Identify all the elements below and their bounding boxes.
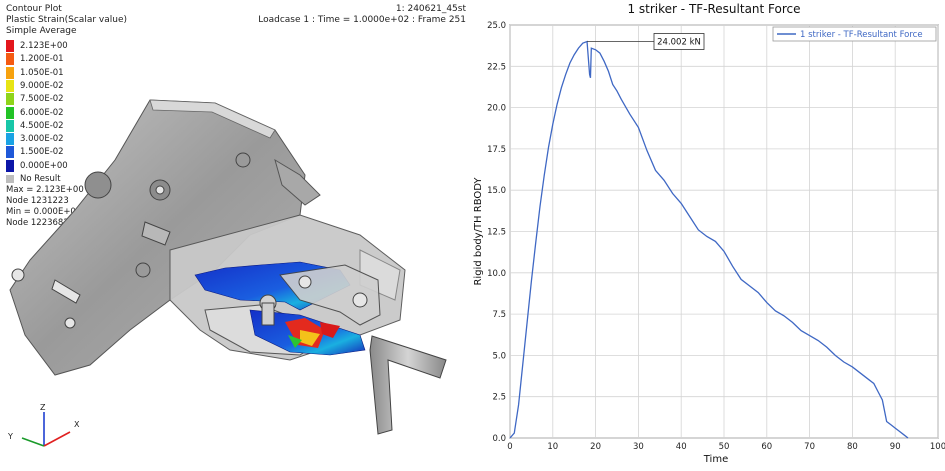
- plot-title: Contour Plot: [6, 4, 62, 14]
- legend-label: 1.200E-01: [20, 54, 64, 65]
- bracket-plate: [9, 99, 321, 376]
- legend-label: 6.000E-02: [20, 107, 64, 118]
- y-tick-label: 20.0: [487, 104, 506, 114]
- axis-triad: Z X Y: [7, 403, 80, 447]
- min-node: Node 1223682: [6, 218, 69, 228]
- averaging-method: Simple Average: [6, 26, 77, 36]
- triad-y-label: Y: [7, 432, 13, 441]
- legend-label: 1.050E-01: [20, 67, 64, 78]
- legend-swatch: [6, 93, 14, 106]
- legend-label: 1 striker - TF-Resultant Force: [800, 30, 923, 40]
- x-tick-label: 20: [590, 442, 601, 452]
- y-tick-label: 5.0: [492, 351, 506, 361]
- x-tick-label: 70: [804, 442, 815, 452]
- legend-label: 1.500E-02: [20, 147, 64, 158]
- legend-swatch: [6, 66, 14, 79]
- y-tick-label: 0.0: [492, 434, 506, 444]
- x-tick-label: 80: [847, 442, 858, 452]
- legend-row: 2.123E+00: [6, 40, 68, 52]
- legend-label: 0.000E+00: [20, 160, 68, 171]
- y-tick-label: 22.5: [487, 62, 506, 72]
- min-value: Min = 0.000E+00: [6, 207, 82, 217]
- legend-row: 1.050E-01: [6, 66, 64, 79]
- contour-viewport[interactable]: Contour Plot Plastic Strain(Scalar value…: [0, 0, 470, 467]
- legend-swatch: [6, 119, 14, 132]
- y-tick-label: 15.0: [487, 186, 506, 196]
- max-value: Max = 2.123E+00: [6, 185, 84, 195]
- y-tick-label: 2.5: [492, 393, 506, 403]
- x-tick-label: 100: [930, 442, 945, 452]
- y-tick-label: 17.5: [487, 145, 506, 155]
- legend-row: 1.500E-02: [6, 146, 64, 159]
- legend-row: 7.500E-02: [6, 93, 64, 106]
- y-axis-label: Rigid body/TH RBODY: [473, 177, 484, 286]
- striker-bar: [369, 335, 447, 435]
- latch-lever: [259, 264, 381, 326]
- legend-label: 2.123E+00: [20, 41, 68, 51]
- chart-title: 1 striker - TF-Resultant Force: [627, 2, 800, 16]
- legend-row: 9.000E-02: [6, 79, 64, 92]
- legend-label: No Result: [20, 174, 61, 184]
- legend-label: 3.000E-02: [20, 134, 64, 145]
- legend-row: 0.000E+00: [6, 159, 68, 172]
- peak-annotation-label: 24.002 kN: [657, 37, 701, 47]
- x-tick-label: 60: [761, 442, 772, 452]
- legend-label: 9.000E-02: [20, 80, 64, 91]
- series-line[interactable]: [509, 40, 909, 439]
- legend-swatch: [6, 175, 14, 183]
- legend-label: 4.500E-02: [20, 120, 64, 131]
- legend-swatch: [6, 106, 14, 119]
- x-tick-label: 40: [676, 442, 687, 452]
- model-render[interactable]: Z X Y: [0, 0, 470, 467]
- y-tick-label: 12.5: [487, 228, 506, 238]
- legend-label: 7.500E-02: [20, 94, 64, 105]
- x-tick-label: 30: [633, 442, 644, 452]
- result-type: Plastic Strain(Scalar value): [6, 15, 127, 25]
- legend-no-result: No Result: [6, 173, 61, 185]
- legend-row: 1.200E-01: [6, 53, 64, 66]
- x-tick-label: 50: [719, 442, 730, 452]
- model-name: 1: 240621_45st: [395, 4, 466, 14]
- legend-swatch: [6, 40, 14, 52]
- max-node: Node 1231223: [6, 196, 69, 206]
- legend-swatch: [6, 159, 14, 172]
- chart-legend: [772, 26, 937, 42]
- x-tick-label: 0: [507, 442, 512, 452]
- legend-swatch: [6, 146, 14, 159]
- legend-swatch: [6, 53, 14, 66]
- legend-row: 4.500E-02: [6, 119, 64, 132]
- time-history-chart[interactable]: 0 10 20 30 40 50 60 70 80 90 100 0.0 2.5 5.0 7.5 10.0 12…: [470, 0, 945, 467]
- legend-row: 6.000E-02: [6, 106, 64, 119]
- legend-swatch: [6, 79, 14, 92]
- legend-swatch: [6, 133, 14, 146]
- y-tick-label: 10.0: [487, 269, 506, 279]
- y-tick-label: 25.0: [487, 21, 506, 31]
- triad-x-label: X: [74, 420, 80, 429]
- chart-panel[interactable]: 0 10 20 30 40 50 60 70 80 90 100 0.0 2.5 5.0 7.5 10.0 12…: [470, 0, 945, 467]
- legend-row: 3.000E-02: [6, 133, 64, 146]
- y-tick-label: 7.5: [492, 310, 506, 320]
- peak-annotation-box: [653, 33, 705, 50]
- loadcase-info: Loadcase 1 : Time = 1.0000e+02 : Frame 2…: [258, 15, 466, 25]
- x-tick-label: 90: [890, 442, 901, 452]
- triad-z-label: Z: [40, 403, 46, 412]
- x-tick-label: 10: [547, 442, 558, 452]
- x-axis-label: Time: [703, 454, 728, 465]
